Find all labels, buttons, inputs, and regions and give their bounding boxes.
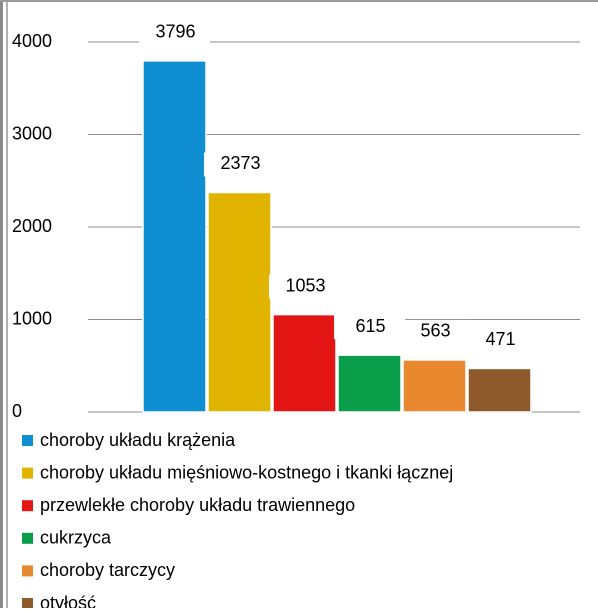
legend-label: choroby tarczycy xyxy=(40,560,175,580)
frame-top xyxy=(0,0,598,2)
legend-swatch xyxy=(22,598,33,609)
value-label-bg xyxy=(269,274,340,299)
bar xyxy=(402,359,467,413)
value-label-bg xyxy=(334,315,405,340)
frame-left xyxy=(0,0,3,608)
legend-label: choroby układu krążenia xyxy=(40,430,236,450)
bar xyxy=(142,60,207,413)
y-tick-label: 0 xyxy=(12,401,22,421)
value-label-bg xyxy=(139,20,210,45)
value-label: 563 xyxy=(420,321,450,341)
value-label: 3796 xyxy=(155,22,195,42)
bar xyxy=(467,367,532,413)
value-label-bg xyxy=(399,319,470,344)
bar xyxy=(337,354,402,413)
value-label: 615 xyxy=(355,316,385,336)
legend-swatch xyxy=(22,532,33,544)
bar xyxy=(272,313,337,413)
value-label-bg xyxy=(464,328,535,353)
legend-label: otyłość xyxy=(40,593,96,608)
y-tick-label: 1000 xyxy=(12,308,52,328)
legend-label: przewlekłe choroby układu trawiennego xyxy=(40,495,355,515)
y-tick-label: 3000 xyxy=(12,123,52,143)
legend-swatch xyxy=(22,467,33,479)
y-tick-label: 2000 xyxy=(12,216,52,236)
legend-swatch xyxy=(22,435,33,446)
legend-swatch xyxy=(22,500,33,512)
value-label: 471 xyxy=(485,329,515,349)
y-tick-label: 4000 xyxy=(12,31,52,51)
value-label: 1053 xyxy=(285,275,325,295)
value-label: 2373 xyxy=(220,153,260,173)
legend-swatch xyxy=(22,565,33,577)
value-label-bg xyxy=(204,152,275,177)
frame-left-inner xyxy=(6,0,8,608)
bar xyxy=(207,191,272,413)
legend-label: choroby układu mięśniowo-kostnego i tkan… xyxy=(40,462,453,482)
legend-label: cukrzyca xyxy=(40,528,112,548)
